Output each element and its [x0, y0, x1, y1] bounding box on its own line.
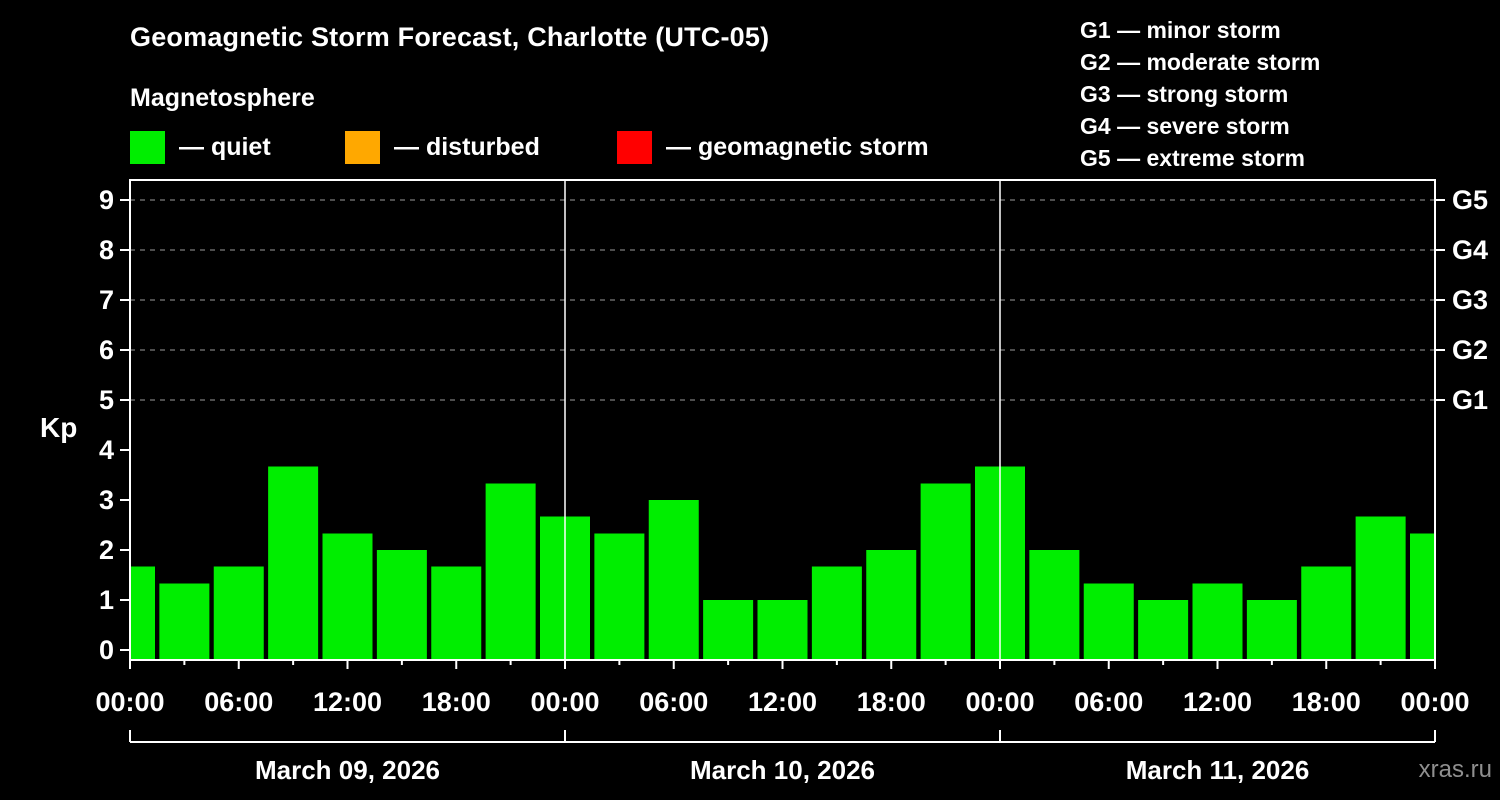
kp-bar-11: [703, 600, 754, 660]
kp-bar-5: [376, 550, 427, 660]
kp-bar-12: [757, 600, 808, 660]
g-scale-legend: G1 — minor storm G2 — moderate storm G3 …: [1080, 14, 1320, 174]
kp-bar-3: [268, 466, 319, 660]
kp-bar-22: [1301, 566, 1352, 660]
y-tick-label: 3: [98, 485, 114, 515]
x-tick-label: 18:00: [421, 687, 491, 717]
kp-bar-14: [866, 550, 917, 660]
kp-bar-18: [1083, 583, 1134, 660]
watermark: xras.ru: [1418, 756, 1492, 783]
y-axis-title: Kp: [40, 412, 78, 443]
legend-label-disturbed: — disturbed: [394, 133, 540, 161]
y-tick-label: 0: [98, 635, 114, 665]
x-tick-label: 00:00: [1400, 687, 1470, 717]
g-level-label: G2: [1452, 335, 1489, 365]
storm-color-swatch: [617, 131, 652, 164]
x-tick-label: 00:00: [965, 687, 1035, 717]
x-tick-label: 18:00: [856, 687, 926, 717]
kp-bar-4: [322, 533, 373, 660]
kp-bar-2: [213, 566, 264, 660]
y-tick-label: 8: [98, 235, 114, 265]
kp-bar-0: [130, 566, 155, 660]
x-tick-label: 18:00: [1291, 687, 1361, 717]
g-level-label: G1: [1452, 385, 1489, 415]
kp-bar-9: [594, 533, 645, 660]
g-legend-item-g5: G5 — extreme storm: [1080, 145, 1305, 171]
x-tick-label: 12:00: [747, 687, 818, 717]
kp-bar-17: [1029, 550, 1080, 660]
kp-bar-23: [1355, 516, 1406, 660]
y-tick-label: 4: [98, 435, 114, 465]
quiet-color-swatch: [130, 131, 165, 164]
x-tick-label: 12:00: [1182, 687, 1253, 717]
kp-bar-24: [1410, 533, 1435, 660]
x-tick-label: 00:00: [530, 687, 600, 717]
section-title: Magnetosphere: [130, 84, 315, 112]
g-legend-item-g3: G3 — strong storm: [1080, 81, 1289, 107]
x-tick-label: 06:00: [639, 687, 709, 717]
legend-label-quiet: — quiet: [179, 133, 271, 161]
date-label: March 09, 2026: [254, 755, 440, 785]
x-tick-label: 06:00: [1074, 687, 1144, 717]
kp-bar-10: [648, 500, 699, 660]
x-tick-label: 12:00: [312, 687, 383, 717]
y-tick-label: 5: [98, 385, 114, 415]
g-level-label: G5: [1452, 185, 1489, 215]
kp-bar-7: [485, 483, 536, 660]
y-tick-label: 9: [98, 185, 114, 215]
g-legend-item-g1: G1 — minor storm: [1080, 17, 1281, 43]
kp-bar-13: [811, 566, 862, 660]
kp-bar-1: [159, 583, 210, 660]
y-tick-label: 7: [98, 285, 114, 315]
legend-item-disturbed: — disturbed: [345, 131, 540, 164]
g-legend-item-g2: G2 — moderate storm: [1080, 49, 1321, 75]
y-tick-label: 2: [98, 535, 114, 565]
kp-bar-19: [1138, 600, 1189, 660]
legend-label-storm: — geomagnetic storm: [666, 133, 929, 161]
g-level-label: G4: [1452, 235, 1489, 265]
y-tick-label: 6: [98, 335, 114, 365]
kp-bar-21: [1246, 600, 1297, 660]
y-tick-label: 1: [98, 585, 114, 615]
page-title: Geomagnetic Storm Forecast, Charlotte (U…: [130, 22, 770, 52]
x-tick-label: 06:00: [204, 687, 274, 717]
kp-bar-6: [431, 566, 482, 660]
g-legend-item-g4: G4 — severe storm: [1080, 113, 1290, 139]
g-level-label: G3: [1452, 285, 1489, 315]
legend-item-quiet: — quiet: [130, 131, 271, 164]
date-label: March 11, 2026: [1125, 755, 1310, 785]
date-label: March 10, 2026: [689, 755, 875, 785]
kp-bar-15: [920, 483, 971, 660]
kp-bar-20: [1192, 583, 1243, 660]
legend-item-storm: — geomagnetic storm: [617, 131, 929, 164]
disturbed-color-swatch: [345, 131, 380, 164]
x-tick-label: 00:00: [95, 687, 165, 717]
